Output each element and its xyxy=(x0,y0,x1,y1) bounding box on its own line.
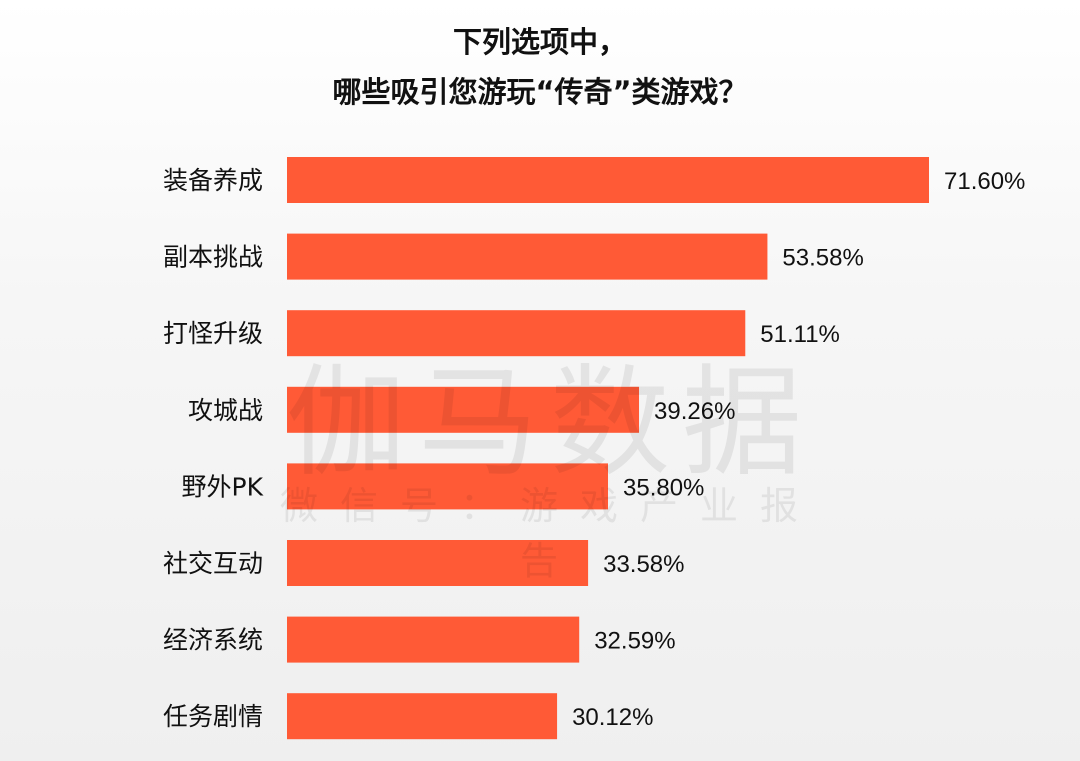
category-label: 任务剧情 xyxy=(163,702,263,731)
category-label: 野外PK xyxy=(182,472,264,501)
bar xyxy=(287,616,580,663)
category-label: 攻城战 xyxy=(188,396,263,425)
value-label: 33.58% xyxy=(603,551,684,578)
bar xyxy=(287,540,589,586)
chart-title-line-1: 下列选项中， xyxy=(452,25,627,59)
value-label: 32.59% xyxy=(594,628,675,655)
bar xyxy=(287,157,929,203)
value-label: 71.60% xyxy=(944,168,1025,195)
chart-title-line-2: 哪些吸引您游玩“传奇”类游戏？ xyxy=(332,75,748,109)
value-label: 35.80% xyxy=(623,474,704,501)
category-label: 副本挑战 xyxy=(163,243,263,272)
bar xyxy=(287,693,558,740)
value-label: 51.11% xyxy=(760,321,840,348)
value-label: 53.58% xyxy=(782,245,863,272)
value-label: 39.26% xyxy=(654,398,735,425)
bar xyxy=(287,463,608,510)
category-label: 经济系统 xyxy=(163,626,263,655)
category-label: 社交互动 xyxy=(163,549,263,578)
category-label: 打怪升级 xyxy=(163,319,263,348)
bar xyxy=(287,310,746,357)
category-label: 装备养成 xyxy=(163,166,263,195)
bar xyxy=(287,386,640,433)
bar xyxy=(287,233,768,280)
value-label: 30.12% xyxy=(572,704,653,731)
